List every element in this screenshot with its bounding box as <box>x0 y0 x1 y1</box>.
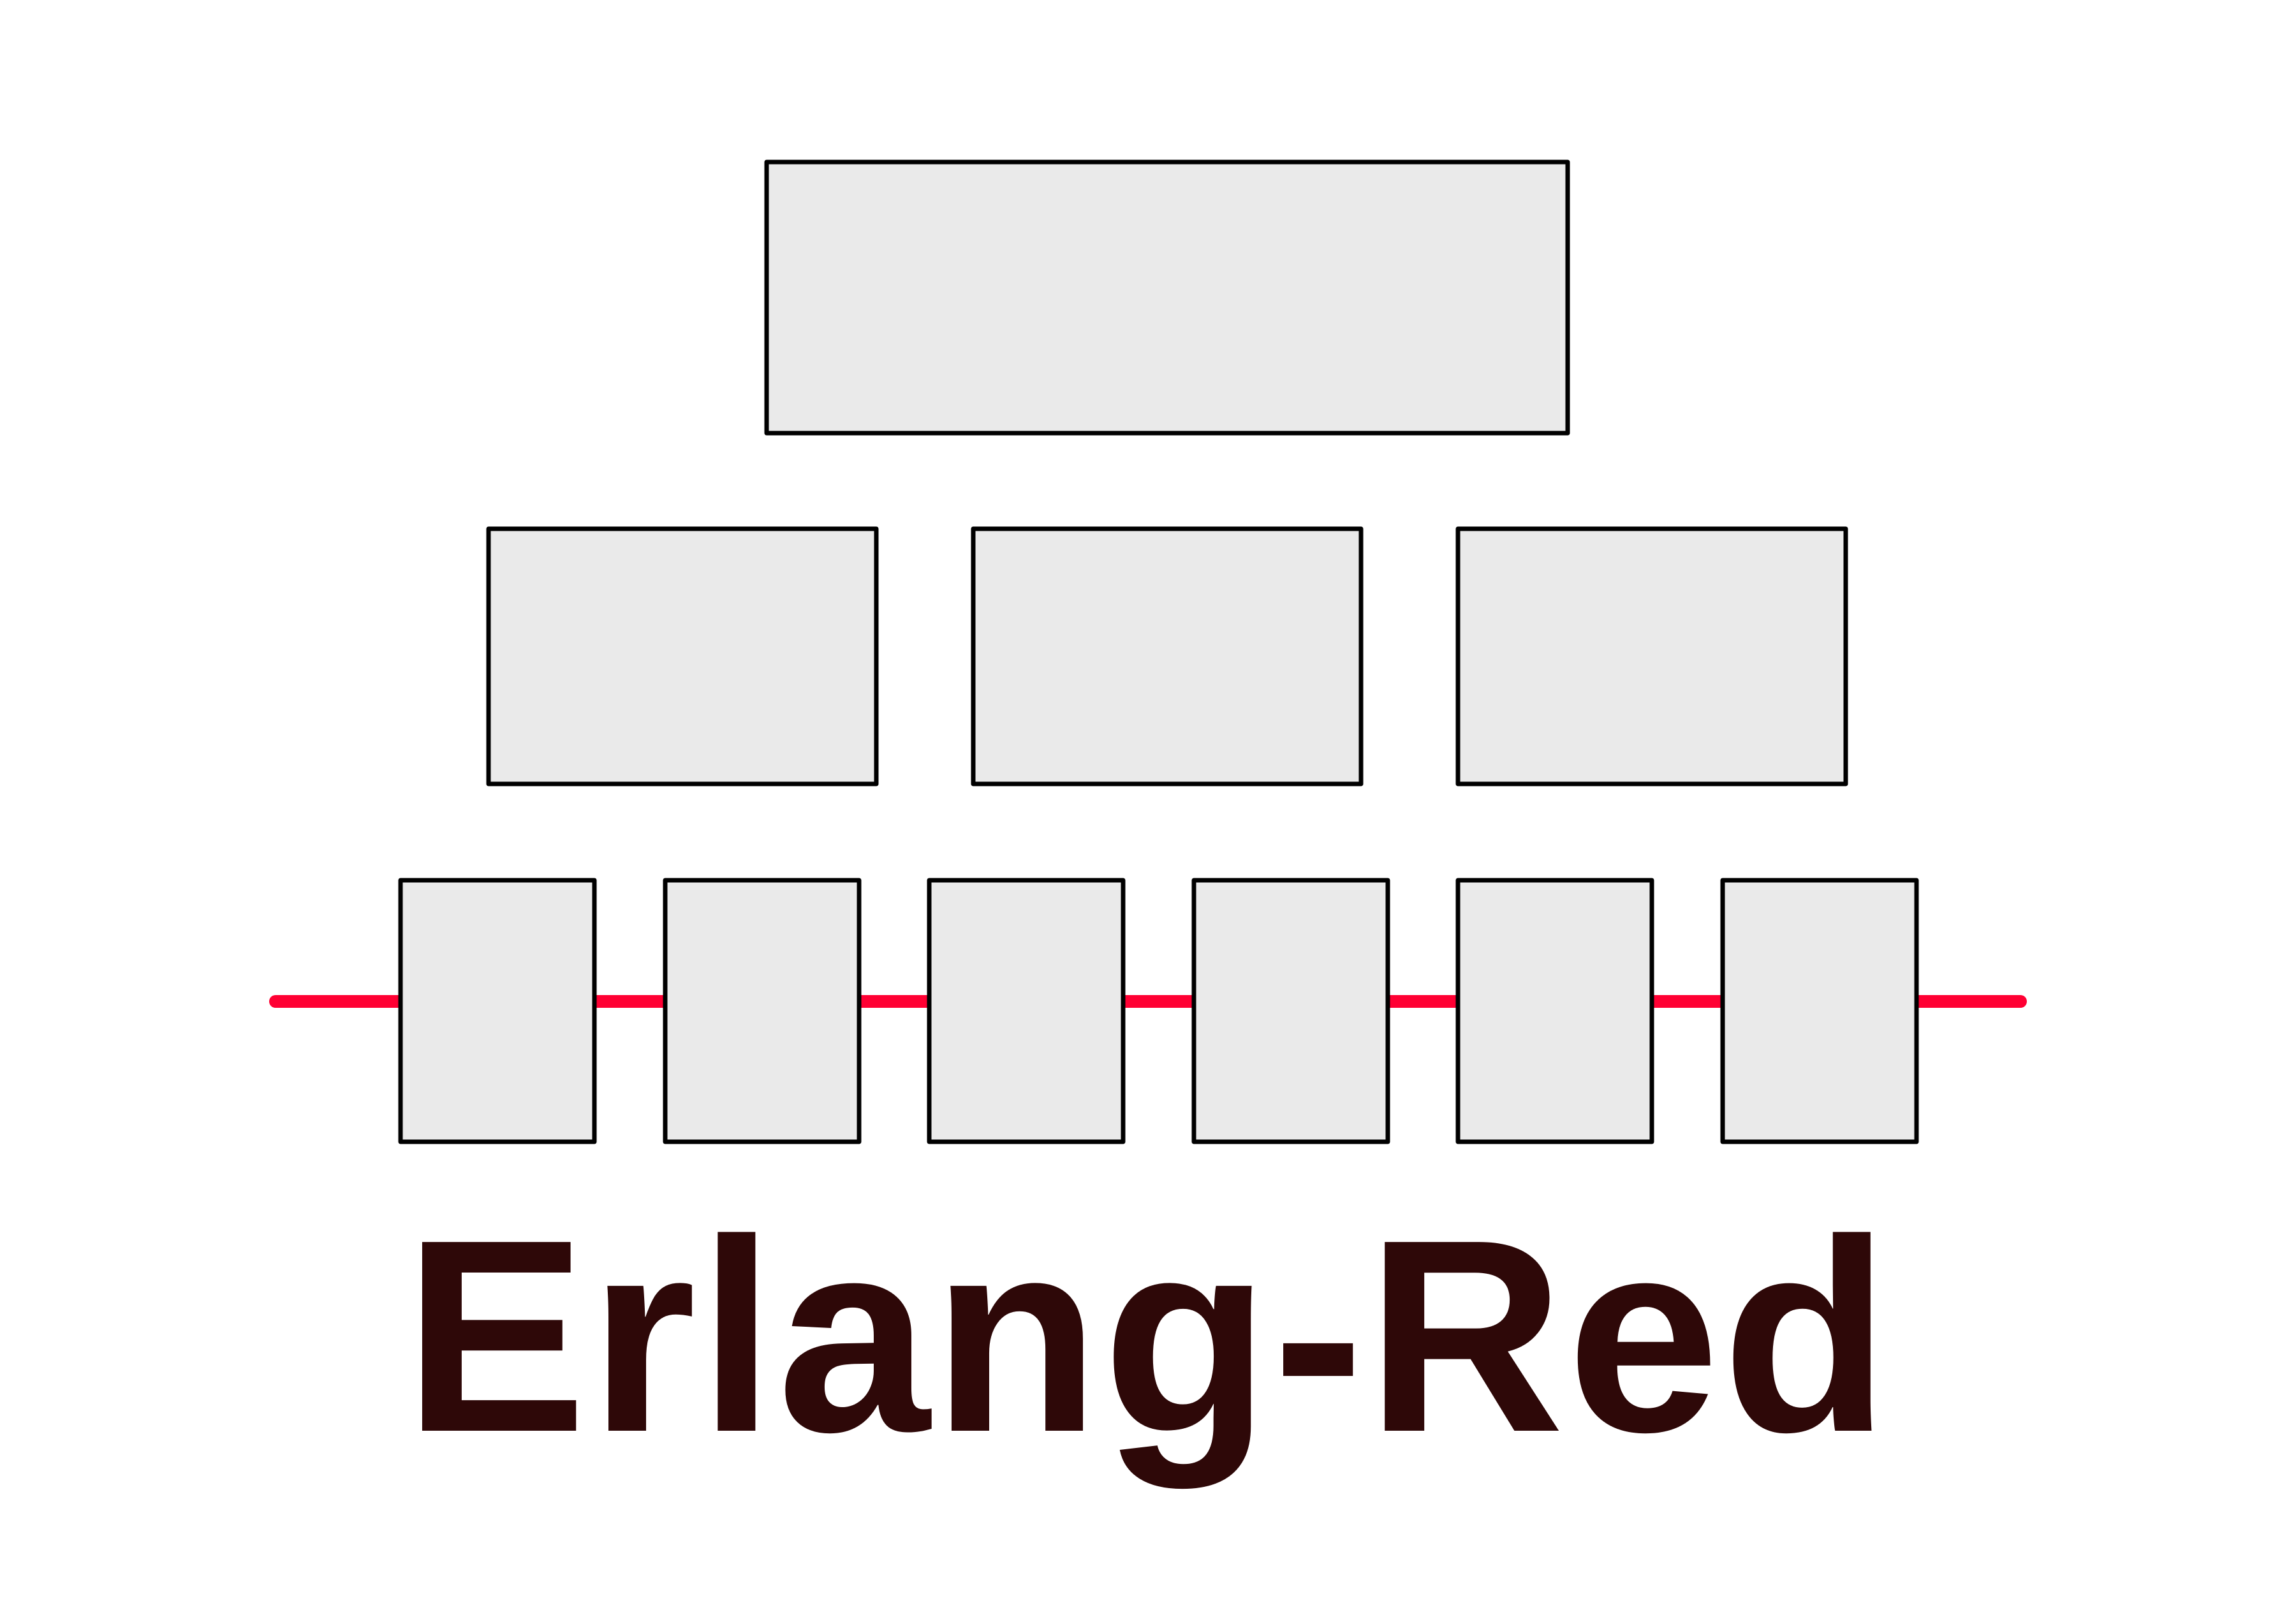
bottom-box-3 <box>927 878 1126 1144</box>
top-box <box>764 159 1570 436</box>
bottom-box-2 <box>663 878 862 1144</box>
bottom-box-6 <box>1720 878 1919 1144</box>
middle-box-2 <box>971 526 1364 786</box>
middle-box-3 <box>1455 526 1848 786</box>
middle-box-1 <box>486 526 879 786</box>
bottom-box-1 <box>398 878 597 1144</box>
logo-title: Erlang-Red <box>404 1183 1892 1489</box>
bottom-box-4 <box>1191 878 1390 1144</box>
bottom-box-5 <box>1455 878 1654 1144</box>
